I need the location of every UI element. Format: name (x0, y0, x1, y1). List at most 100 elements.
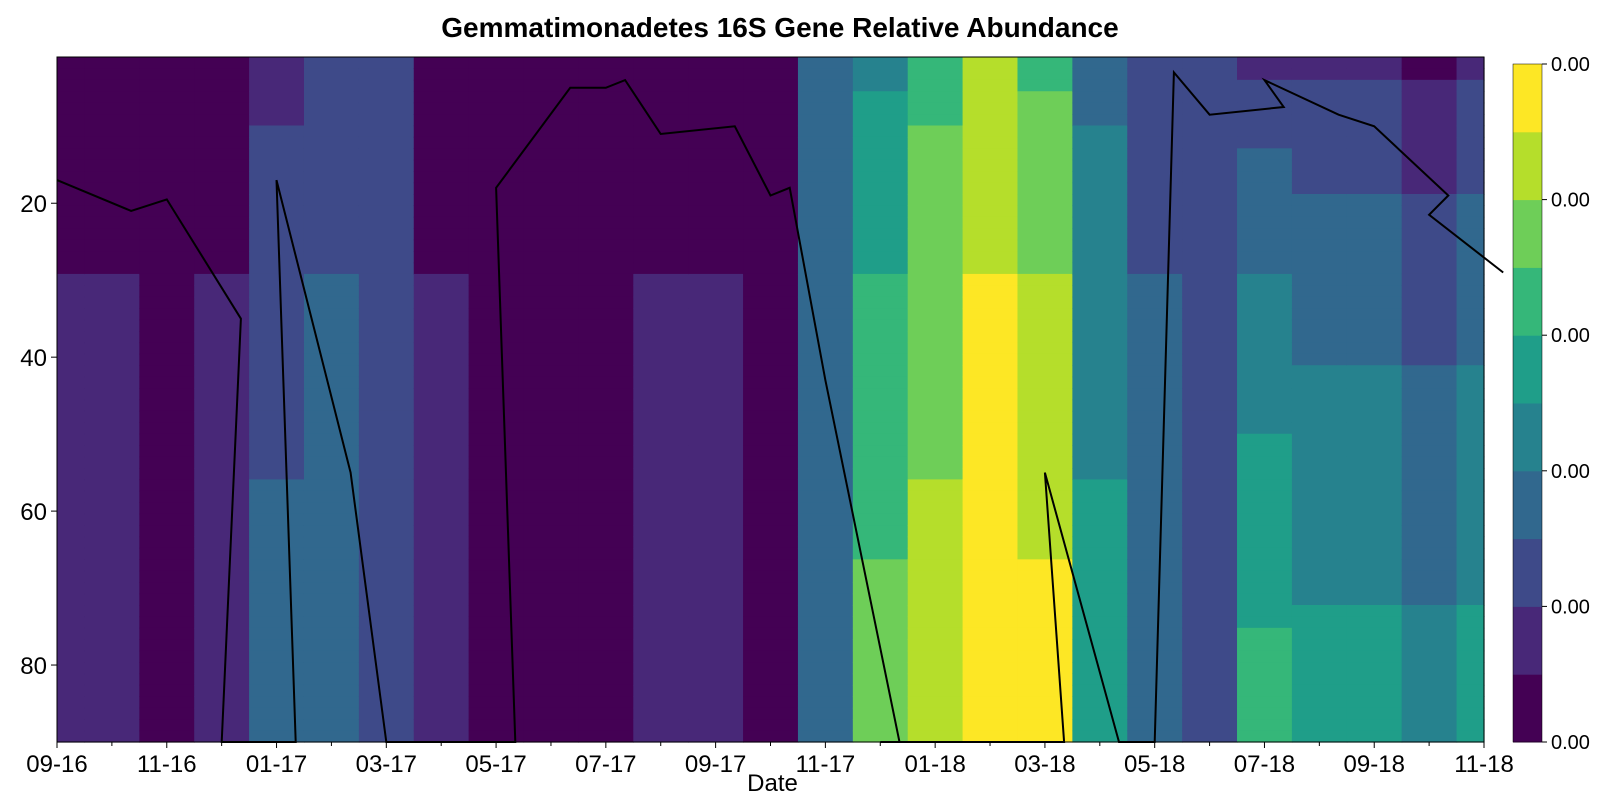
contour-cell (1346, 410, 1403, 423)
contour-cell (84, 102, 140, 115)
contour-cell (1456, 684, 1485, 697)
contour-cell (797, 559, 854, 572)
contour-cell (1072, 422, 1128, 435)
contour-cell (358, 239, 415, 252)
contour-cell (743, 673, 799, 686)
contour-cell (852, 376, 909, 389)
contour-cell (57, 388, 86, 401)
contour-cell (1291, 684, 1348, 697)
contour-cell (962, 262, 1019, 275)
contour-cell (1127, 627, 1183, 640)
contour-cell (303, 205, 360, 218)
contour-cell (797, 148, 854, 161)
contour-cell (194, 399, 250, 412)
contour-cell (523, 513, 580, 526)
contour-cell (139, 331, 195, 344)
contour-cell (249, 456, 305, 469)
contour-cell (303, 182, 360, 195)
contour-cell (413, 582, 470, 595)
contour-cell (249, 308, 305, 321)
contour-cell (303, 502, 360, 515)
contour-cell (578, 296, 634, 309)
contour-cell (468, 331, 525, 344)
contour-cell (413, 468, 470, 481)
contour-cell (1017, 422, 1073, 435)
contour-cell (1072, 376, 1128, 389)
contour-cell (523, 125, 580, 138)
contour-cell (743, 308, 799, 321)
contour-cell (139, 547, 195, 560)
contour-cell (358, 353, 415, 366)
contour-cell (194, 125, 250, 138)
contour-cell (139, 228, 195, 241)
contour-cell (57, 308, 86, 321)
contour-cell (303, 456, 360, 469)
contour-cell (1127, 582, 1183, 595)
contour-cell (797, 216, 854, 229)
contour-cell (633, 525, 689, 538)
x-tick-label: 05-18 (1124, 751, 1185, 778)
contour-cell (1237, 342, 1293, 355)
contour-cell (1182, 456, 1238, 469)
contour-cell (743, 216, 799, 229)
contour-cell (84, 79, 140, 92)
contour-cell (907, 205, 964, 218)
contour-cell (1291, 433, 1348, 446)
contour-cell (962, 673, 1019, 686)
contour-cell (852, 308, 909, 321)
contour-cell (303, 273, 360, 286)
contour-cell (1456, 627, 1485, 640)
contour-cell (249, 365, 305, 378)
contour-cell (1346, 456, 1403, 469)
contour-cell (358, 114, 415, 127)
contour-cell (523, 536, 580, 549)
contour-cell (84, 513, 140, 526)
contour-cell (358, 376, 415, 389)
contour-cell (1072, 479, 1128, 492)
contour-cell (1401, 570, 1458, 583)
contour-cell (468, 308, 525, 321)
contour-cell (1182, 502, 1238, 515)
contour-cell (249, 376, 305, 389)
contour-cell (1291, 262, 1348, 275)
contour-cell (1072, 308, 1128, 321)
contour-cell (962, 239, 1019, 252)
contour-cell (578, 68, 634, 81)
contour-cell (797, 433, 854, 446)
contour-cell (907, 719, 964, 732)
contour-cell (688, 91, 744, 104)
contour-cell (413, 353, 470, 366)
contour-cell (688, 331, 744, 344)
contour-cell (743, 388, 799, 401)
contour-cell (1127, 239, 1183, 252)
contour-cell (743, 513, 799, 526)
contour-cell (907, 79, 964, 92)
contour-cell (1237, 376, 1293, 389)
contour-cell (468, 91, 525, 104)
contour-cell (1456, 433, 1485, 446)
contour-cell (578, 136, 634, 149)
contour-cell (57, 228, 86, 241)
contour-cell (1401, 148, 1458, 161)
contour-cell (962, 182, 1019, 195)
contour-cell (358, 433, 415, 446)
contour-cell (358, 650, 415, 663)
contour-cell (578, 616, 634, 629)
contour-cell (1182, 251, 1238, 264)
contour-cell (139, 148, 195, 161)
contour-cell (84, 273, 140, 286)
contour-cell (1401, 410, 1458, 423)
contour-cell (1346, 468, 1403, 481)
contour-cell (1346, 296, 1403, 309)
contour-cell (633, 627, 689, 640)
contour-cell (688, 673, 744, 686)
contour-cell (1237, 296, 1293, 309)
contour-cell (1401, 79, 1458, 92)
contour-cell (249, 547, 305, 560)
contour-cell (743, 410, 799, 423)
contour-cell (1072, 627, 1128, 640)
contour-cell (1401, 91, 1458, 104)
contour-cell (249, 331, 305, 344)
contour-cell (1127, 136, 1183, 149)
contour-cell (1401, 593, 1458, 606)
